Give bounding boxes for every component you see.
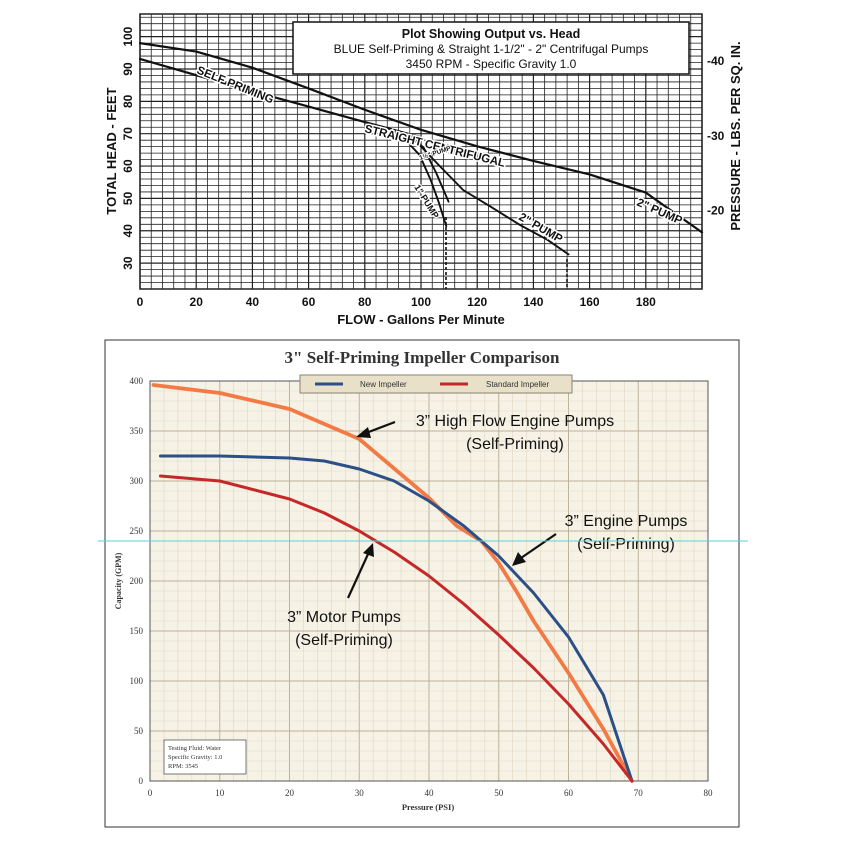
top-plot-frame bbox=[139, 13, 703, 290]
top-x-tick-label: 0 bbox=[137, 295, 144, 309]
bottom-x-tick-label: 70 bbox=[634, 788, 644, 798]
annotation-high-flow-line2: (Self-Priming) bbox=[466, 436, 564, 453]
top-y-axis-label: TOTAL HEAD - FEET bbox=[104, 87, 119, 214]
top-y-tick-label: 50 bbox=[121, 191, 135, 205]
top-y-tick-label: 60 bbox=[121, 159, 135, 173]
bottom-y-tick-label: 50 bbox=[134, 726, 144, 736]
top-series-line-4 bbox=[408, 133, 570, 256]
bottom-grid bbox=[149, 380, 709, 782]
annotations: 3” High Flow Engine Pumps (Self-Priming)… bbox=[287, 413, 687, 649]
bottom-y-tick-label: 400 bbox=[130, 376, 144, 386]
bottom-x-axis-label: Pressure (PSI) bbox=[402, 802, 455, 812]
bottom-y-tick-label: 150 bbox=[130, 626, 144, 636]
bottom-y-tick-label: 200 bbox=[130, 576, 144, 586]
top-series-line-1 bbox=[138, 57, 423, 139]
bottom-x-tick-label: 20 bbox=[285, 788, 295, 798]
top-y-tick-label: 40 bbox=[121, 224, 135, 238]
top-y2-tick-label: -20 bbox=[707, 204, 725, 218]
top-x-axis-label: FLOW - Gallons Per Minute bbox=[337, 312, 505, 327]
note-line-2: Specific Gravity: 1.0 bbox=[168, 754, 222, 761]
bottom-x-tick-label: 80 bbox=[704, 788, 714, 798]
top-x-tick-label: 60 bbox=[302, 295, 316, 309]
annotation-engine-line2: (Self-Priming) bbox=[577, 536, 675, 553]
note-line-1: Testing Fluid: Water bbox=[168, 745, 222, 752]
bottom-y-tick-label: 300 bbox=[130, 476, 144, 486]
impeller-comparison-chart: 3" Self-Priming Impeller Comparison 0 10 2… bbox=[104, 339, 740, 828]
top-chart-subtitle-2: 3450 RPM - Specific Gravity 1.0 bbox=[406, 57, 577, 71]
top-x-tick-label: 40 bbox=[246, 295, 260, 309]
top-y-tick-label: 70 bbox=[121, 127, 135, 141]
top-y-tick-label: 80 bbox=[121, 94, 135, 108]
top-y2-tick-label: -40 bbox=[707, 54, 725, 68]
arrow-engine bbox=[512, 533, 557, 566]
top-series-line-0 bbox=[138, 42, 704, 234]
bottom-x-tick-label: 0 bbox=[148, 788, 153, 798]
series-standard-impeller bbox=[158, 474, 634, 783]
top-x-tick-label: 100 bbox=[411, 295, 431, 309]
legend-box bbox=[299, 374, 573, 394]
annotation-high-flow-line1: 3” High Flow Engine Pumps bbox=[416, 413, 614, 430]
top-x-tick-label: 120 bbox=[467, 295, 487, 309]
arrow-motor bbox=[346, 543, 374, 599]
top-x-tick-label: 80 bbox=[358, 295, 372, 309]
test-conditions-note: Testing Fluid: Water Specific Gravity: 1… bbox=[163, 739, 247, 775]
bottom-y-tick-label: 0 bbox=[139, 776, 144, 786]
annotation-motor-line2: (Self-Priming) bbox=[295, 632, 393, 649]
top-y-tick-label: 30 bbox=[121, 256, 135, 270]
top-series-line-2 bbox=[391, 130, 448, 228]
note-line-3: RPM: 3545 bbox=[168, 763, 198, 770]
bottom-x-tick-label: 10 bbox=[215, 788, 225, 798]
top-x-tick-label: 140 bbox=[523, 295, 543, 309]
legend-label-new: New Impeller bbox=[360, 380, 407, 389]
bottom-y-tick-label: 250 bbox=[130, 526, 144, 536]
bottom-chart-title: 3" Self-Priming Impeller Comparison bbox=[285, 348, 561, 367]
bottom-y-tick-label: 350 bbox=[130, 426, 144, 436]
bottom-y-axis-label: Capacity (GPM) bbox=[114, 552, 123, 609]
bottom-x-tick-label: 50 bbox=[494, 788, 504, 798]
top-y2-axis-label: PRESSURE - LBS. PER SQ. IN. bbox=[728, 41, 743, 230]
head-vs-flow-chart: 0 20 40 60 80 100 120 140 160 180 30 40 50 60 70 80 90 10… bbox=[104, 13, 743, 327]
top-chart-title: Plot Showing Output vs. Head bbox=[402, 27, 580, 41]
arrow-high-flow bbox=[356, 420, 396, 438]
bottom-x-tick-label: 60 bbox=[564, 788, 574, 798]
legend-label-standard: Standard Impeller bbox=[486, 380, 549, 389]
top-y2-tick-label: -30 bbox=[707, 129, 725, 143]
annotation-motor-line1: 3” Motor Pumps bbox=[287, 609, 401, 626]
top-title-box bbox=[292, 21, 690, 75]
top-x-tick-label: 160 bbox=[580, 295, 600, 309]
series-new-impeller bbox=[158, 454, 634, 783]
top-y-tick-label: 100 bbox=[121, 26, 135, 46]
top-series-group bbox=[138, 42, 704, 256]
note-box bbox=[163, 739, 247, 775]
bottom-legend: New Impeller Standard Impeller bbox=[299, 374, 573, 394]
bottom-y-tick-label: 100 bbox=[130, 676, 144, 686]
top-y-tick-label: 90 bbox=[121, 62, 135, 76]
bottom-x-tick-label: 30 bbox=[355, 788, 365, 798]
annotation-arrows bbox=[346, 420, 557, 599]
bottom-x-tick-label: 40 bbox=[425, 788, 435, 798]
top-x-tick-label: 20 bbox=[190, 295, 204, 309]
annotation-engine-line1: 3” Engine Pumps bbox=[565, 513, 688, 530]
top-x-tick-label: 180 bbox=[636, 295, 656, 309]
top-chart-subtitle-1: BLUE Self-Priming & Straight 1-1/2" - 2"… bbox=[334, 42, 649, 56]
